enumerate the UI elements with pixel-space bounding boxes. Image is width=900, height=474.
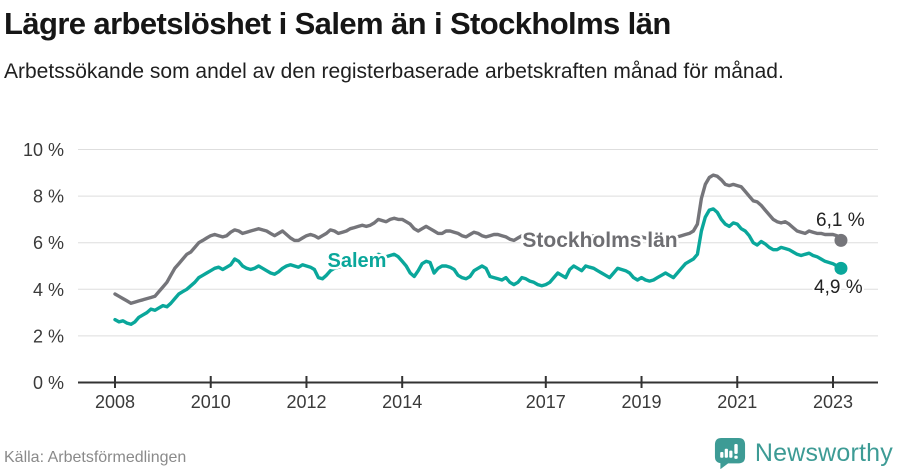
y-tick-label: 10 % <box>23 140 64 160</box>
x-tick-label: 2014 <box>382 392 422 412</box>
series-end-dot-salem <box>834 261 848 275</box>
y-tick-label: 2 % <box>33 326 64 346</box>
y-tick-label: 4 % <box>33 280 64 300</box>
series-end-dot-stockholm <box>834 233 848 247</box>
x-tick-label: 2012 <box>286 392 326 412</box>
x-tick-label: 2010 <box>191 392 231 412</box>
x-axis-group: 2008 2010 2012 2014 2017 2019 2021 2023 <box>78 376 878 412</box>
series-group <box>113 173 848 326</box>
x-tick-label: 2023 <box>813 392 853 412</box>
end-value-label-salem: 4,9 % <box>814 277 863 298</box>
series-line-salem <box>113 207 843 326</box>
page-title: Lägre arbetslöshet i Salem än i Stockhol… <box>4 6 671 41</box>
source-note: Källa: Arbetsförmedlingen <box>4 449 187 466</box>
x-tick-label: 2021 <box>717 392 757 412</box>
y-tick-label: 8 % <box>33 187 64 207</box>
x-tick-label: 2019 <box>622 392 662 412</box>
y-tick-label: 6 % <box>33 233 64 253</box>
end-value-label-stockholm: 6,1 % <box>816 210 865 231</box>
chart-subtitle: Arbetssökande som andel av den registerb… <box>4 60 784 83</box>
annotations-group: Salem Stockholms län 6,1 % 4,9 % <box>325 208 867 300</box>
gridlines-group: 0 % 2 % 4 % 6 % 8 % 10 % <box>23 140 878 393</box>
x-tick-label: 2017 <box>526 392 566 412</box>
newsworthy-wordmark: Newsworthy <box>754 438 893 467</box>
newsworthy-logo: Newsworthy <box>714 437 893 469</box>
x-tick-label: 2008 <box>95 392 135 412</box>
newsworthy-speech-bubble-chart-icon <box>714 437 745 469</box>
series-label-stockholm: Stockholms län <box>522 229 677 252</box>
series-line-stockholm <box>113 173 843 305</box>
y-tick-label: 0 % <box>33 373 64 393</box>
series-label-salem: Salem <box>328 250 387 272</box>
